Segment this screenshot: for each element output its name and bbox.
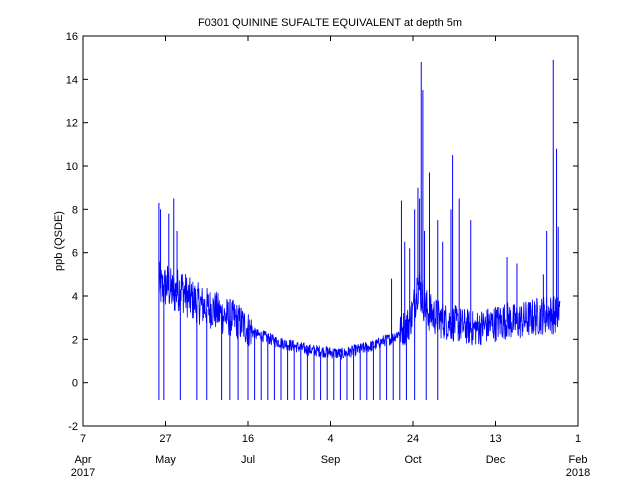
y-axis-label: ppb (QSDE) bbox=[53, 211, 65, 271]
x-tick-label: 7 bbox=[80, 433, 86, 445]
y-tick-label: 8 bbox=[72, 204, 78, 216]
x-tick-label: 1 bbox=[575, 433, 581, 445]
y-tick-label: 2 bbox=[72, 334, 78, 346]
x-month-label: Jul bbox=[241, 454, 255, 466]
axes: -202468101214167Apr27May16Jul4Sep24Oct13… bbox=[66, 31, 588, 466]
chart-title: F0301 QUININE SUFALTE EQUIVALENT at dept… bbox=[198, 17, 462, 29]
y-tick-label: 14 bbox=[66, 74, 78, 86]
x-month-label: Feb bbox=[569, 454, 588, 466]
x-tick-label: 24 bbox=[407, 433, 419, 445]
x-month-label: Dec bbox=[486, 454, 506, 466]
y-tick-label: 6 bbox=[72, 248, 78, 260]
x-year-label-end: 2018 bbox=[566, 467, 590, 479]
y-tick-label: 10 bbox=[66, 161, 78, 173]
y-tick-label: -2 bbox=[68, 421, 78, 433]
x-month-label: Oct bbox=[404, 454, 421, 466]
y-tick-label: 0 bbox=[72, 378, 78, 390]
y-tick-label: 12 bbox=[66, 118, 78, 130]
x-year-label-start: 2017 bbox=[71, 467, 95, 479]
x-tick-label: 16 bbox=[242, 433, 254, 445]
x-month-label: Apr bbox=[74, 454, 91, 466]
x-tick-label: 13 bbox=[489, 433, 501, 445]
series-line bbox=[158, 261, 561, 360]
plot-frame bbox=[82, 35, 579, 427]
x-tick-label: 4 bbox=[327, 433, 333, 445]
x-month-label: May bbox=[155, 454, 176, 466]
plot-area bbox=[158, 59, 561, 400]
y-tick-label: 4 bbox=[72, 291, 78, 303]
x-tick-label: 27 bbox=[159, 433, 171, 445]
y-tick-label: 16 bbox=[66, 31, 78, 43]
x-month-label: Sep bbox=[321, 454, 341, 466]
